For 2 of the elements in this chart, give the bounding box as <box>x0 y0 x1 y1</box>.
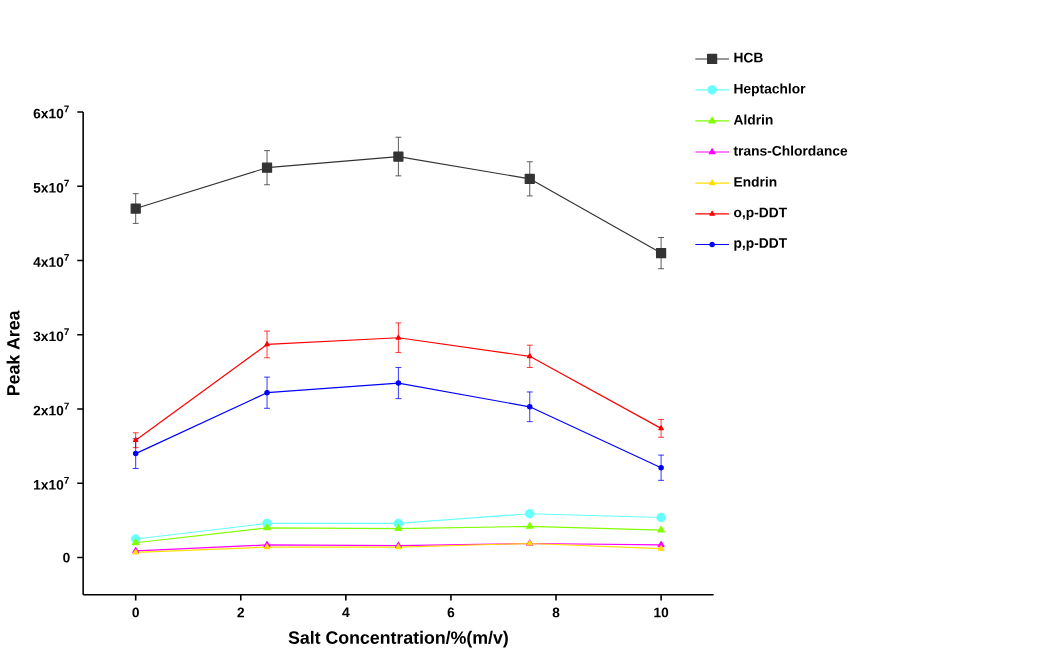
y-axis-title: Peak Area <box>6 310 20 396</box>
x-axis-title: Salt Concentration/%(m/v) <box>288 630 508 648</box>
